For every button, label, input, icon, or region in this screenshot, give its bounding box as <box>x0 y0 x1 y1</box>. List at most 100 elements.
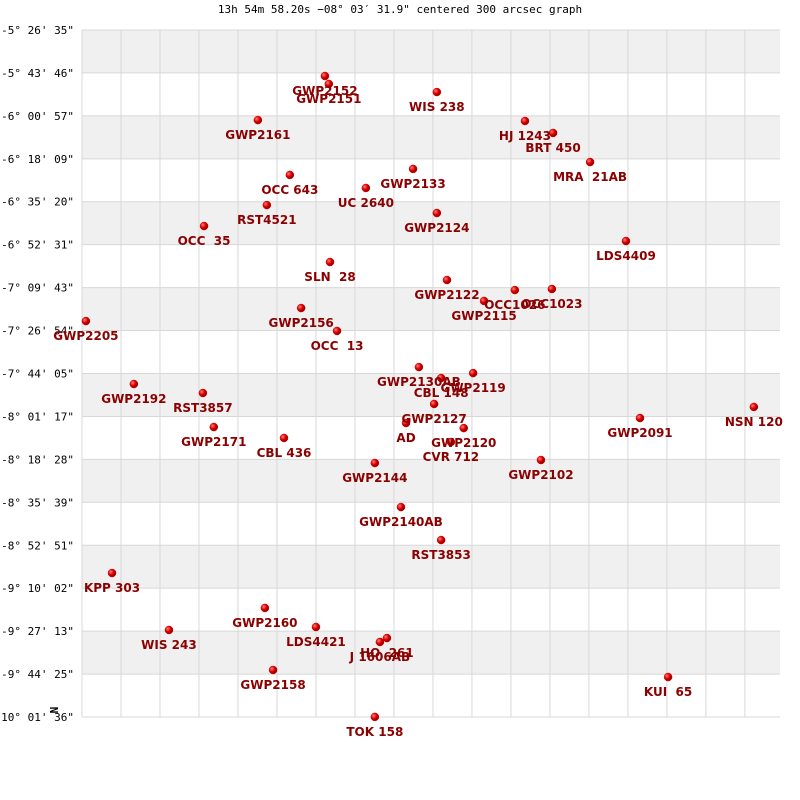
star-label: GWP2160 <box>232 616 297 630</box>
star-label: UC 2640 <box>338 196 394 210</box>
star-point <box>370 712 380 722</box>
star-point <box>382 633 392 643</box>
star-point <box>262 200 272 210</box>
star-point <box>325 257 335 267</box>
y-tick-label: -6° 52' 31" <box>1 239 74 252</box>
star-point <box>635 413 645 423</box>
star-label: KPP 303 <box>84 581 140 595</box>
chart-title: 13h 54m 58.20s −08° 03′ 31.9" centered 3… <box>218 3 582 16</box>
star-label: CVR 712 <box>423 450 480 464</box>
star-point <box>268 665 278 675</box>
star-label: GWP2091 <box>607 426 672 440</box>
y-tick-label: -5° 26' 35" <box>1 24 74 37</box>
star-point <box>432 208 442 218</box>
star-label: BRT 450 <box>525 141 580 155</box>
star-label: GWP2152 <box>292 84 357 98</box>
star-label: HO 261 <box>360 646 414 660</box>
star-point <box>436 373 446 383</box>
star-point <box>81 316 91 326</box>
star-point <box>107 568 117 578</box>
star-point <box>324 79 334 89</box>
star-label: GWP2205 <box>53 329 118 343</box>
star-label: HJ 1243 <box>499 129 551 143</box>
star-point <box>459 423 469 433</box>
y-tick-label: -9° 44' 25" <box>1 668 74 681</box>
star-point <box>129 379 139 389</box>
star-point <box>296 303 306 313</box>
star-label: GWP2133 <box>380 177 445 191</box>
row-band <box>82 545 780 589</box>
star-point <box>361 183 371 193</box>
y-tick-label: -6° 18' 09" <box>1 153 74 166</box>
star-label: RST4521 <box>237 213 296 227</box>
star-point <box>479 296 489 306</box>
star-label: GWP2161 <box>225 128 290 142</box>
star-point <box>285 170 295 180</box>
star-point <box>442 275 452 285</box>
star-label: GWP2140AB <box>359 515 443 529</box>
star-point <box>548 128 558 138</box>
star-label: WIS 238 <box>409 100 465 114</box>
star-point <box>260 603 270 613</box>
star-label: GWP2130AB <box>377 375 461 389</box>
star-label: GWP2144 <box>342 471 407 485</box>
y-tick-label: -9° 10' 02" <box>1 582 74 595</box>
star-label: TOK 158 <box>346 725 403 739</box>
star-label: GWP2124 <box>404 221 469 235</box>
row-band <box>82 115 780 159</box>
y-tick-label: -8° 18' 28" <box>1 453 74 466</box>
star-label: GWP2171 <box>181 435 246 449</box>
row-band <box>82 30 780 73</box>
star-point <box>621 236 631 246</box>
star-label: LDS4409 <box>596 249 656 263</box>
star-label: OCC 643 <box>261 183 318 197</box>
star-point <box>468 368 478 378</box>
star-label: CBL 148 <box>414 386 469 400</box>
star-label: GWP2151 <box>296 92 361 106</box>
star-label: CBL 436 <box>257 446 312 460</box>
star-point <box>436 535 446 545</box>
y-tick-label: -7° 26' 54" <box>1 325 74 338</box>
y-tick-label: -8° 52' 51" <box>1 539 74 552</box>
y-tick-label: -10° 01' 36" <box>0 711 74 724</box>
star-label: KUI 65 <box>644 685 692 699</box>
star-point <box>429 399 439 409</box>
y-tick-label: -8° 35' 39" <box>1 496 74 509</box>
star-point <box>749 402 759 412</box>
star-label: SLN 28 <box>304 270 355 284</box>
star-label: GWP2119 <box>440 381 505 395</box>
star-label: OCC1023 <box>521 297 582 311</box>
star-label: GWP2158 <box>240 678 305 692</box>
star-label: LDS4421 <box>286 635 346 649</box>
star-label: J 1606AB <box>349 650 410 664</box>
star-point <box>209 422 219 432</box>
star-label: WIS 243 <box>141 638 197 652</box>
y-tick-label: -6° 00' 57" <box>1 110 74 123</box>
row-band <box>82 373 780 417</box>
compass-label: N <box>48 707 61 714</box>
star-point <box>396 502 406 512</box>
star-point <box>332 326 342 336</box>
y-tick-label: -6° 35' 20" <box>1 196 74 209</box>
star-label: GWP2120 <box>431 436 496 450</box>
star-point <box>164 625 174 635</box>
star-point <box>375 637 385 647</box>
star-point <box>253 115 263 125</box>
star-label: MRA 21AB <box>553 170 627 184</box>
star-label: GWP2156 <box>269 316 334 330</box>
y-tick-label: -7° 44' 05" <box>1 367 74 380</box>
row-band <box>82 201 780 245</box>
star-label: GWP2192 <box>101 392 166 406</box>
star-label: NSN 120 <box>725 415 783 429</box>
y-tick-label: -5° 43' 46" <box>1 67 74 80</box>
star-label: GWP2127 <box>401 412 466 426</box>
row-band <box>82 287 780 331</box>
y-tick-label: -7° 09' 43" <box>1 282 74 295</box>
star-point <box>432 87 442 97</box>
star-point <box>311 622 321 632</box>
star-label: AD <box>396 431 415 445</box>
star-point <box>408 164 418 174</box>
star-point <box>199 221 209 231</box>
star-point <box>663 672 673 682</box>
